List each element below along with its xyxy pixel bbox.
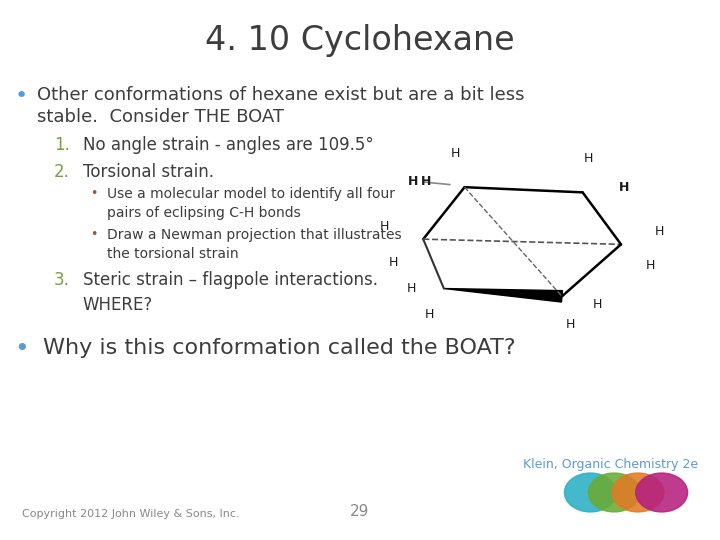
Text: Steric strain – flagpole interactions.
WHERE?: Steric strain – flagpole interactions. W… xyxy=(83,271,378,314)
Text: 3.: 3. xyxy=(54,271,70,289)
Text: H: H xyxy=(408,176,418,188)
Text: •: • xyxy=(90,187,97,200)
Text: H: H xyxy=(380,220,390,233)
Text: •: • xyxy=(14,338,29,361)
Text: H: H xyxy=(654,225,664,238)
Text: No angle strain - angles are 109.5°: No angle strain - angles are 109.5° xyxy=(83,136,374,154)
Text: Why is this conformation called the BOAT?: Why is this conformation called the BOAT… xyxy=(43,338,516,357)
Text: H: H xyxy=(451,147,460,160)
Text: Copyright 2012 John Wiley & Sons, Inc.: Copyright 2012 John Wiley & Sons, Inc. xyxy=(22,509,239,519)
Text: H: H xyxy=(424,308,434,321)
Text: H: H xyxy=(618,181,629,194)
Text: 2.: 2. xyxy=(54,163,70,181)
Text: 4. 10 Cyclohexane: 4. 10 Cyclohexane xyxy=(205,24,515,57)
Text: H: H xyxy=(389,256,398,269)
Text: •: • xyxy=(15,86,28,106)
Text: Other conformations of hexane exist but are a bit less: Other conformations of hexane exist but … xyxy=(37,86,525,104)
Text: Use a molecular model to identify all four
pairs of eclipsing C-H bonds: Use a molecular model to identify all fo… xyxy=(107,187,395,220)
Text: Klein, Organic Chemistry 2e: Klein, Organic Chemistry 2e xyxy=(523,458,698,471)
Circle shape xyxy=(588,473,640,512)
Text: Torsional strain.: Torsional strain. xyxy=(83,163,214,181)
Text: Draw a Newman projection that illustrates
the torsional strain: Draw a Newman projection that illustrate… xyxy=(107,228,401,261)
Text: stable.  Consider THE BOAT: stable. Consider THE BOAT xyxy=(37,108,284,126)
Text: H: H xyxy=(421,176,431,188)
Text: H: H xyxy=(566,319,575,332)
Circle shape xyxy=(612,473,664,512)
Text: 1.: 1. xyxy=(54,136,70,154)
Text: 29: 29 xyxy=(351,504,369,519)
Text: •: • xyxy=(90,228,97,241)
Polygon shape xyxy=(444,288,562,302)
Circle shape xyxy=(564,473,616,512)
Text: H: H xyxy=(584,152,593,165)
Text: H: H xyxy=(407,282,416,295)
Text: H: H xyxy=(593,298,602,310)
Circle shape xyxy=(636,473,688,512)
Text: H: H xyxy=(646,259,655,272)
